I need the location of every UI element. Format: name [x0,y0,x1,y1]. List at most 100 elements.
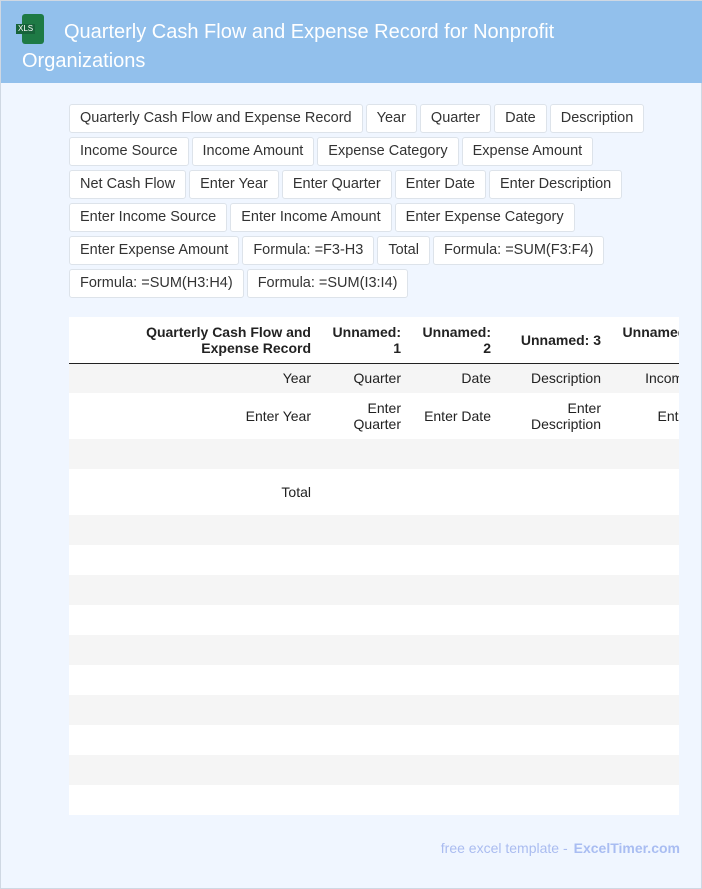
table-cell [409,439,499,469]
table-cell [609,725,679,755]
row-index: 4 [69,515,77,545]
table-cell [499,575,609,605]
brand-link[interactable]: ExcelTimer.com [573,840,680,856]
tag-chip[interactable]: Enter Income Source [69,203,228,232]
table-cell [409,755,499,785]
table-cell [319,785,409,815]
table-cell [609,469,679,515]
tag-chip[interactable]: Enter Expense Category [394,203,575,232]
tag-chip[interactable]: Date [494,104,547,133]
column-tags: Quarterly Cash Flow and Expense Record Ye… [69,104,659,298]
footer: free excel template - ExcelTimer.com [440,840,680,856]
table-cell [499,545,609,575]
data-table: Quarterly Cash Flow and Expense Record Un… [69,317,679,815]
table-cell: Enter Date [424,408,491,424]
table-cell: Enter [657,408,679,424]
table-cell [77,725,319,755]
tag-chip[interactable]: Enter Description [489,170,623,199]
table-cell [77,605,319,635]
table-cell [499,725,609,755]
tag-chip[interactable]: Formula: =F3-H3 [242,236,375,265]
table-row: 12 [69,755,679,785]
tag-chip[interactable]: Year [365,104,417,133]
row-index: 5 [69,545,77,575]
table-cell: Enter Year [245,408,311,424]
page-header: XLS Quarterly Cash Flow and Expense Recor… [1,1,702,83]
table-cell [409,469,499,515]
table-row: 2 [69,439,679,469]
tag-chip[interactable]: Enter Income Amount [230,203,392,232]
table-row: 4 [69,515,679,545]
row-index: 3 [69,469,77,515]
table-cell [609,695,679,725]
table-cell: Year [77,363,319,393]
table-cell: Enter Description [530,400,601,432]
table-cell [319,469,409,515]
table-row: 0YearQuarterDateDescriptionIncome [69,363,679,393]
table-cell [499,605,609,635]
tag-chip[interactable]: Total [377,236,430,265]
table-cell [77,439,319,469]
table-cell [319,665,409,695]
xls-file-icon: XLS [16,14,44,44]
column-header: Unnamed: 1 [319,317,409,364]
table-cell [499,785,609,815]
table-cell [77,665,319,695]
tag-chip[interactable]: Formula: =SUM(I3:I4) [246,269,409,298]
table-cell [319,575,409,605]
tag-chip[interactable]: Income Source [69,137,189,166]
table-cell [409,785,499,815]
table-cell [499,695,609,725]
table-cell [499,469,609,515]
table-cell [319,605,409,635]
tag-chip[interactable]: Enter Date [394,170,486,199]
data-table-container[interactable]: Quarterly Cash Flow and Expense Record Un… [69,317,679,815]
tag-chip[interactable]: Formula: =SUM(H3:H4) [69,269,244,298]
table-cell [409,515,499,545]
table-cell: Date [409,363,499,393]
table-row: 6 [69,575,679,605]
row-index: 9 [69,665,77,695]
table-row: 8 [69,635,679,665]
tag-chip[interactable]: Quarter [419,104,492,133]
table-cell [77,635,319,665]
table-cell [609,605,679,635]
tag-chip[interactable]: Enter Expense Amount [69,236,240,265]
row-index: 8 [69,635,77,665]
table-cell [77,755,319,785]
table-cell [609,635,679,665]
table-cell [409,665,499,695]
column-header [69,317,77,364]
table-cell [319,755,409,785]
table-cell [319,695,409,725]
table-cell [609,515,679,545]
table-cell [77,785,319,815]
tag-chip[interactable]: Quarterly Cash Flow and Expense Record [69,104,363,133]
table-row: 10 [69,695,679,725]
table-cell: Enter Quarter [353,400,401,432]
row-index: 12 [69,755,77,785]
tag-chip[interactable]: Income Amount [191,137,315,166]
tag-chip[interactable]: Enter Year [189,170,279,199]
table-cell [319,439,409,469]
table-row: 5 [69,545,679,575]
tag-chip[interactable]: Formula: =SUM(F3:F4) [432,236,605,265]
tag-chip[interactable]: Description [549,104,645,133]
column-header: Unnamed: 3 [499,317,609,364]
tag-chip[interactable]: Expense Category [317,137,459,166]
table-cell [409,575,499,605]
tag-chip[interactable]: Net Cash Flow [69,170,187,199]
tag-chip[interactable]: Enter Quarter [281,170,392,199]
tag-chip[interactable]: Expense Amount [461,137,594,166]
table-cell [409,545,499,575]
row-index: 1 [69,393,77,439]
table-cell [409,725,499,755]
table-cell: Total [281,484,311,500]
table-cell [609,575,679,605]
column-header: Unnamed: 4 [609,317,679,364]
table-cell [319,725,409,755]
table-cell [77,575,319,605]
table-cell [409,635,499,665]
table-cell [319,635,409,665]
row-index: 0 [69,363,77,393]
